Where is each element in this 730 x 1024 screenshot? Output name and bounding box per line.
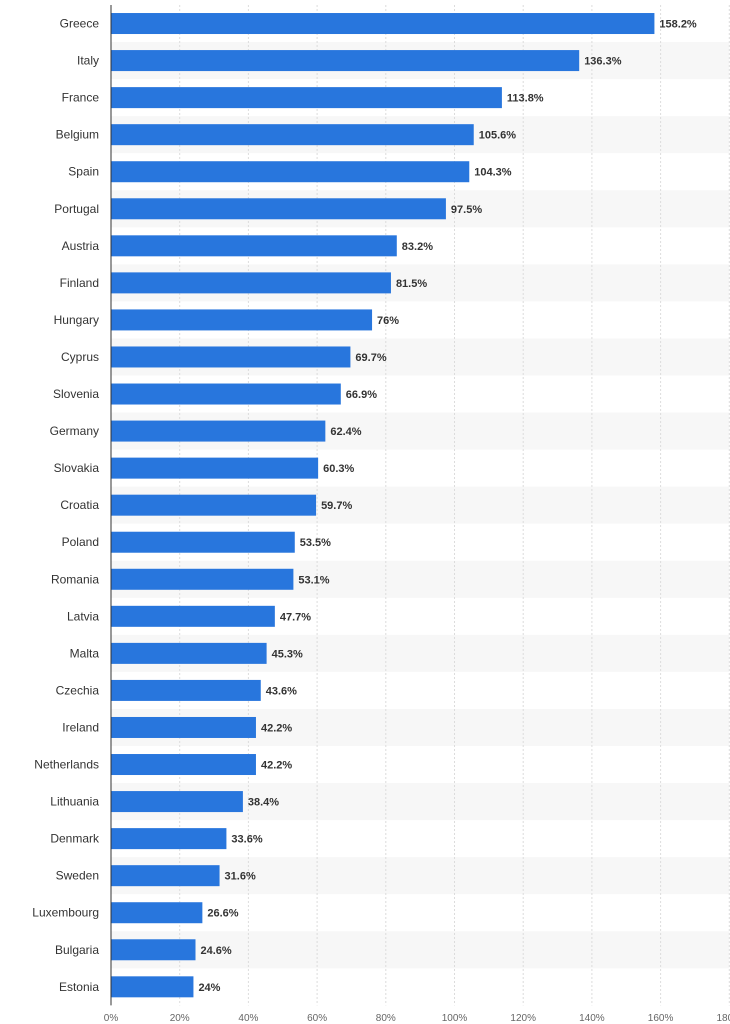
category-label: Poland: [62, 535, 99, 549]
category-label: Bulgaria: [55, 943, 99, 957]
x-tick-label: 100%: [442, 1013, 468, 1024]
category-label: Finland: [60, 276, 99, 290]
category-label: Sweden: [56, 869, 99, 883]
value-label: 136.3%: [584, 56, 622, 68]
value-label: 66.9%: [346, 389, 377, 401]
bar: [111, 531, 295, 553]
bar: [111, 494, 317, 516]
bar: [111, 902, 203, 924]
category-labels: Greece Italy France Belgium Spain Portugal Aus…: [32, 17, 100, 994]
category-label: Hungary: [54, 313, 99, 327]
bar: [111, 791, 243, 813]
bar: [111, 457, 319, 479]
category-label: Spain: [68, 165, 99, 179]
value-label: 83.2%: [402, 241, 433, 253]
value-label: 158.2%: [659, 19, 697, 31]
category-label: Slovenia: [53, 387, 99, 401]
bar: [111, 235, 397, 257]
value-label: 24.6%: [201, 945, 232, 957]
x-tick-label: 60%: [307, 1013, 327, 1024]
bar: [111, 124, 474, 146]
bar: [111, 754, 256, 776]
x-tick-labels: 0% 20% 40% 60% 80% 100% 120% 140% 160% 180%: [104, 1013, 730, 1024]
category-label: Austria: [62, 239, 100, 253]
value-label: 42.2%: [261, 722, 292, 734]
bar: [111, 679, 261, 701]
value-label: 38.4%: [248, 797, 279, 809]
bar: [111, 716, 256, 738]
value-label: 31.6%: [225, 871, 256, 883]
category-label: Germany: [50, 424, 99, 438]
value-label: 76%: [377, 315, 399, 327]
bar: [111, 161, 470, 183]
value-label: 33.6%: [231, 834, 262, 846]
value-label: 43.6%: [266, 685, 297, 697]
bar: [111, 420, 326, 442]
x-tick-label: 120%: [510, 1013, 536, 1024]
category-label: Cyprus: [61, 350, 99, 364]
bar: [111, 939, 196, 961]
x-tick-label: 40%: [238, 1013, 258, 1024]
value-label: 97.5%: [451, 204, 482, 216]
x-tick-label: 80%: [376, 1013, 396, 1024]
value-labels: 158.2% 136.3% 113.8% 105.6% 104.3% 97.5% 83.2%…: [198, 19, 697, 994]
value-label: 26.6%: [207, 908, 238, 920]
category-label: Ireland: [62, 720, 99, 734]
value-label: 42.2%: [261, 760, 292, 772]
category-label: Lithuania: [50, 795, 99, 809]
bar: [111, 198, 446, 220]
category-label: Croatia: [60, 498, 99, 512]
bar: [111, 642, 267, 664]
category-label: Estonia: [59, 980, 99, 994]
bar: [111, 976, 194, 998]
value-label: 53.1%: [298, 574, 329, 586]
value-label: 62.4%: [330, 426, 361, 438]
category-label: France: [62, 91, 100, 105]
bar: [111, 309, 373, 331]
category-label: Latvia: [67, 609, 99, 623]
bar: [111, 50, 580, 72]
category-label: Greece: [60, 17, 100, 31]
value-label: 24%: [198, 982, 220, 994]
category-label: Romania: [51, 572, 99, 586]
x-tick-label: 180%: [717, 1013, 730, 1024]
x-tick-label: 0%: [104, 1013, 119, 1024]
bar: [111, 865, 220, 887]
value-label: 81.5%: [396, 278, 427, 290]
x-tick-label: 160%: [648, 1013, 674, 1024]
bar: [111, 346, 351, 368]
category-label: Malta: [70, 646, 100, 660]
x-tick-label: 20%: [170, 1013, 190, 1024]
bar: [111, 605, 275, 627]
category-label: Belgium: [56, 128, 99, 142]
category-label: Netherlands: [34, 758, 99, 772]
bar: [111, 13, 655, 35]
x-tick-label: 140%: [579, 1013, 605, 1024]
value-label: 53.5%: [300, 537, 331, 549]
bar: [111, 828, 227, 850]
category-label: Italy: [77, 54, 99, 68]
bar: [111, 568, 294, 590]
category-label: Luxembourg: [32, 906, 99, 920]
value-label: 45.3%: [272, 648, 303, 660]
category-label: Slovakia: [54, 461, 100, 475]
bar: [111, 87, 502, 109]
value-label: 105.6%: [479, 130, 517, 142]
value-label: 60.3%: [323, 463, 354, 475]
category-label: Denmark: [50, 832, 100, 846]
bars: [111, 13, 655, 998]
row-stripe: [111, 931, 730, 969]
bar: [111, 272, 391, 294]
value-label: 113.8%: [507, 93, 544, 105]
value-label: 104.3%: [474, 167, 512, 179]
category-label: Portugal: [54, 202, 99, 216]
value-label: 69.7%: [355, 352, 386, 364]
category-label: Czechia: [56, 683, 100, 697]
value-label: 47.7%: [280, 611, 311, 623]
bar: [111, 383, 341, 405]
value-label: 59.7%: [321, 500, 352, 512]
